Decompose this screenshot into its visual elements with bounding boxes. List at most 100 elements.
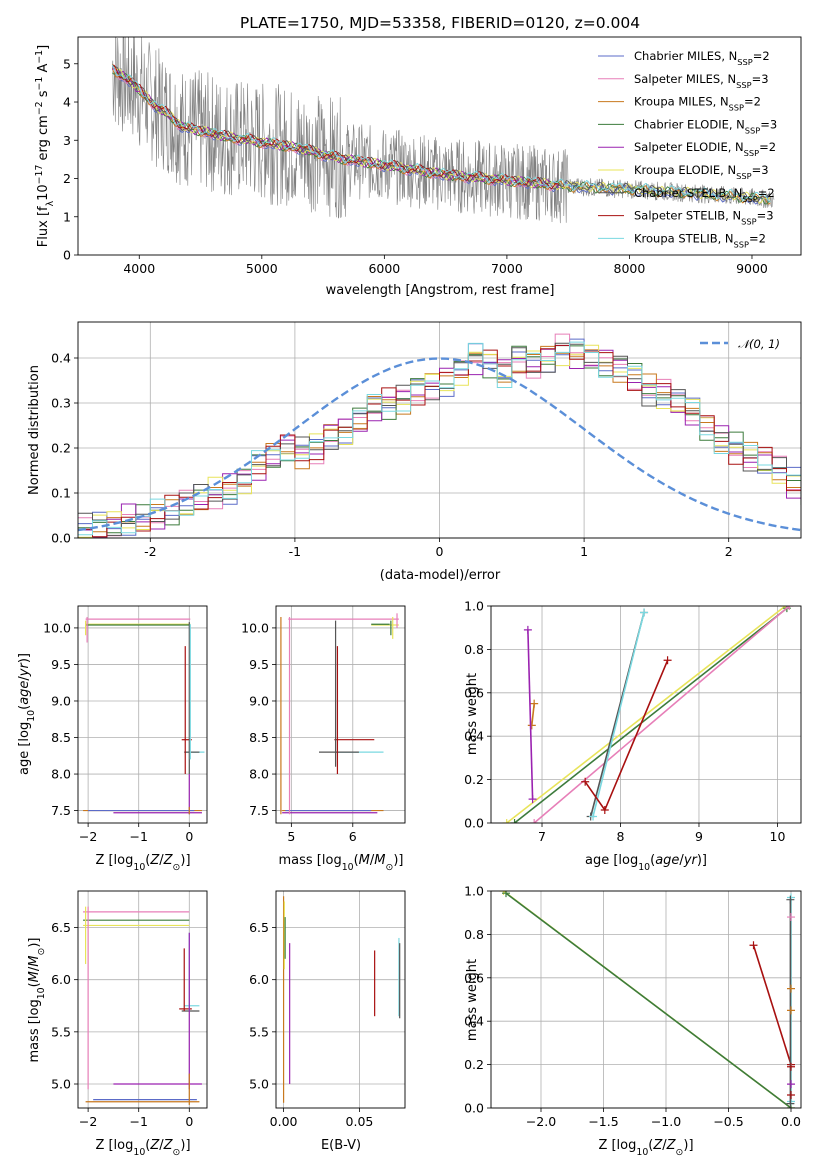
weight_vs_age-series-0: [506, 606, 786, 823]
spectrum-axes: 4000 5000 6000 7000 8000 9000 0 1 2 3 4 5: [63, 36, 802, 276]
weight_vs_age-xtick-label-0: 7: [538, 829, 546, 844]
age_vs_mass-xtick-label-1: 6: [349, 829, 357, 844]
weight_vs_Z-xtick-label-3: −0.5: [713, 1114, 743, 1129]
age_vs_Z-ytick-label-3: 9.0: [51, 693, 71, 708]
weight_vs_age-point-3-0: [527, 721, 536, 730]
residuals-ylabel: Normed distribution: [27, 365, 42, 495]
spectrum-legend-label-3: Chabrier ELODIE, NSSP=3: [634, 117, 777, 135]
weight_vs_age-point-7-1: [600, 805, 609, 814]
age_vs_Z-ytick-label-0: 7.5: [51, 803, 71, 818]
mass_vs_ebv-ytick-label-0: 5.0: [249, 1077, 269, 1092]
age_vs_mass-ytick-label-5: 10.0: [241, 620, 269, 635]
weight_vs_age-ytick-label-3: 0.6: [464, 685, 484, 700]
spectrum-legend-label-8: Kroupa STELIB, NSSP=2: [634, 231, 766, 249]
weight_vs_age-series-4: [527, 629, 534, 800]
spectrum-xtick-label-2: 6000: [368, 261, 400, 276]
mass_vs_ebv-ytick-label-3: 6.5: [249, 920, 269, 935]
age_vs_Z-ytick-label-1: 8.0: [51, 767, 71, 782]
mass_vs_ebv-plot-area: [282, 896, 401, 1103]
age_vs_Z-axes: −2 −1 0 7.5 8.0 8.5 9.0 9.5 10.0: [43, 605, 208, 844]
residuals-axes: -2 -1 0 1 2 0.0 0.1 0.2 0.3 0.4: [51, 321, 802, 559]
residuals-hist-0: [78, 338, 801, 536]
mass_vs_Z-plot-area: [83, 906, 202, 1105]
residuals-ytick-label-1: 0.1: [51, 486, 71, 501]
weight_vs_age-ytick-label-5: 1.0: [464, 599, 484, 614]
mass_vs_Z-xtick-label-0: −2: [79, 1114, 97, 1129]
residuals-ytick-label-3: 0.3: [51, 396, 71, 411]
weight_vs_Z-series-2: [752, 945, 792, 1065]
mass_vs_Z-ytick-label-3: 6.5: [51, 920, 71, 935]
age_vs_mass-ytick-label-2: 8.5: [249, 730, 269, 745]
weight_vs_Z-ylabel: mass weight: [465, 959, 480, 1041]
weight_vs_Z-marker-5: [787, 1090, 795, 1099]
spectrum-xtick-label-1: 5000: [246, 261, 278, 276]
spectrum-ytick-label-5: 5: [63, 56, 71, 71]
weight_vs_age-point-0-0: [502, 819, 511, 823]
weight_vs_Z-ytick-label-4: 0.8: [464, 927, 484, 942]
weight_vs_Z-ytick-label-3: 0.6: [464, 970, 484, 985]
weight_vs_Z-point-4-0: [786, 895, 795, 904]
weight_vs_age-axes: 7 8 9 10 0.0 0.2 0.4 0.6 0.8 1.0: [464, 599, 802, 844]
weight_vs_age-point-6-0: [589, 812, 598, 821]
residuals-xtick-label-1: -1: [289, 544, 301, 559]
weight_vs_Z-marker-4: [787, 1062, 795, 1071]
weight_vs_Z-ytick-label-0: 0.0: [464, 1101, 484, 1116]
weight_vs_Z-point-4-1: [786, 1099, 795, 1108]
mass_vs_ebv-ytick-label-2: 6.0: [249, 972, 269, 987]
weight_vs_age-series-1: [514, 607, 788, 823]
weight_vs_age-frame: [490, 605, 802, 824]
mass_vs_Z-xlabel: Z [log10(Z/Z⊙)]: [95, 1138, 190, 1158]
weight_vs_age-point-1-0: [510, 819, 519, 823]
weight_vs_age-ylabel: mass weight: [465, 673, 480, 755]
mass_vs_Z-ytick-label-1: 5.5: [51, 1024, 71, 1039]
weight_vs_Z-xtick-label-4: 0.0: [781, 1114, 801, 1129]
weight_vs_Z-ytick-label-1: 0.2: [464, 1057, 484, 1072]
residuals-ytick-label-4: 0.4: [51, 351, 71, 366]
weight_vs_Z-frame: [490, 890, 802, 1109]
residuals-xtick-label-3: 1: [580, 544, 588, 559]
residuals-hist-2: [78, 345, 801, 538]
residuals-xlabel: (data-model)/error: [380, 568, 501, 583]
weight_vs_Z-ytick-label-5: 1.0: [464, 884, 484, 899]
residuals-hist-7: [78, 344, 801, 538]
mass_vs_Z-xtick-label-2: 0: [185, 1114, 193, 1129]
age_vs_Z-plot-area: [83, 616, 205, 815]
weight_vs_age-xlabel: age [log10(age/yr)]: [585, 853, 707, 873]
weight_vs_age-point-7-0: [581, 777, 590, 786]
spectrum-legend-label-6: Chabrier STELIB, NSSP=2: [634, 186, 775, 204]
age_vs_mass-ytick-label-3: 9.0: [249, 693, 269, 708]
spectrum-legend-label-0: Chabrier MILES, NSSP=2: [634, 49, 770, 67]
age_vs_mass-ytick-label-1: 8.0: [249, 767, 269, 782]
weight_vs_Z-marker-0: [787, 913, 795, 922]
weight_vs_age-point-2-0: [530, 819, 539, 823]
weight_vs_Z-xlabel: Z [log10(Z/Z⊙)]: [598, 1138, 693, 1158]
residuals-xtick-label-0: -2: [144, 544, 156, 559]
spectrum-legend-label-2: Kroupa MILES, NSSP=2: [634, 95, 761, 113]
weight_vs_Z-xtick-label-1: −1.5: [588, 1114, 618, 1129]
weight_vs_Z-plot-area: [499, 891, 795, 1108]
residuals-hist-5: [78, 344, 801, 538]
weight_vs_age-ytick-label-1: 0.2: [464, 772, 484, 787]
weight_vs_Z-series-1: [505, 892, 792, 1108]
weight_vs_age-point-3-1: [530, 699, 539, 708]
mass_vs_Z-ytick-label-0: 5.0: [51, 1077, 71, 1092]
age_vs_Z-ytick-label-4: 9.5: [51, 657, 71, 672]
spectrum-model-3: [112, 72, 771, 205]
spectrum-legend-label-4: Salpeter ELODIE, NSSP=2: [634, 140, 776, 158]
spectrum-ytick-label-4: 4: [63, 95, 71, 110]
age_vs_Z-ytick-label-2: 8.5: [51, 730, 71, 745]
weight_vs_age-point-6-1: [640, 608, 649, 617]
spectrum-legend-label-5: Kroupa ELODIE, NSSP=3: [634, 163, 769, 181]
age_vs_mass-frame: [275, 605, 406, 824]
weight_vs_age-xtick-label-2: 9: [695, 829, 703, 844]
weight_vs_Z-point-1-0: [502, 891, 510, 898]
age_vs_mass-axes: 5 6 7.5 8.0 8.5 9.0 9.5 10.0: [241, 605, 406, 844]
spectrum-xlabel: wavelength [Angstrom, rest frame]: [326, 283, 555, 298]
mass_vs_Z-axes: −2 −1 0 5.0 5.5 6.0 6.5: [51, 890, 208, 1129]
age_vs_mass-ytick-label-4: 9.5: [249, 657, 269, 672]
residuals-hist-1: [78, 333, 801, 538]
weight_vs_Z-point-2-0: [749, 941, 758, 950]
weight_vs_age-xtick-label-3: 10: [770, 829, 786, 844]
weight_vs_age-point-7-2: [663, 656, 672, 665]
